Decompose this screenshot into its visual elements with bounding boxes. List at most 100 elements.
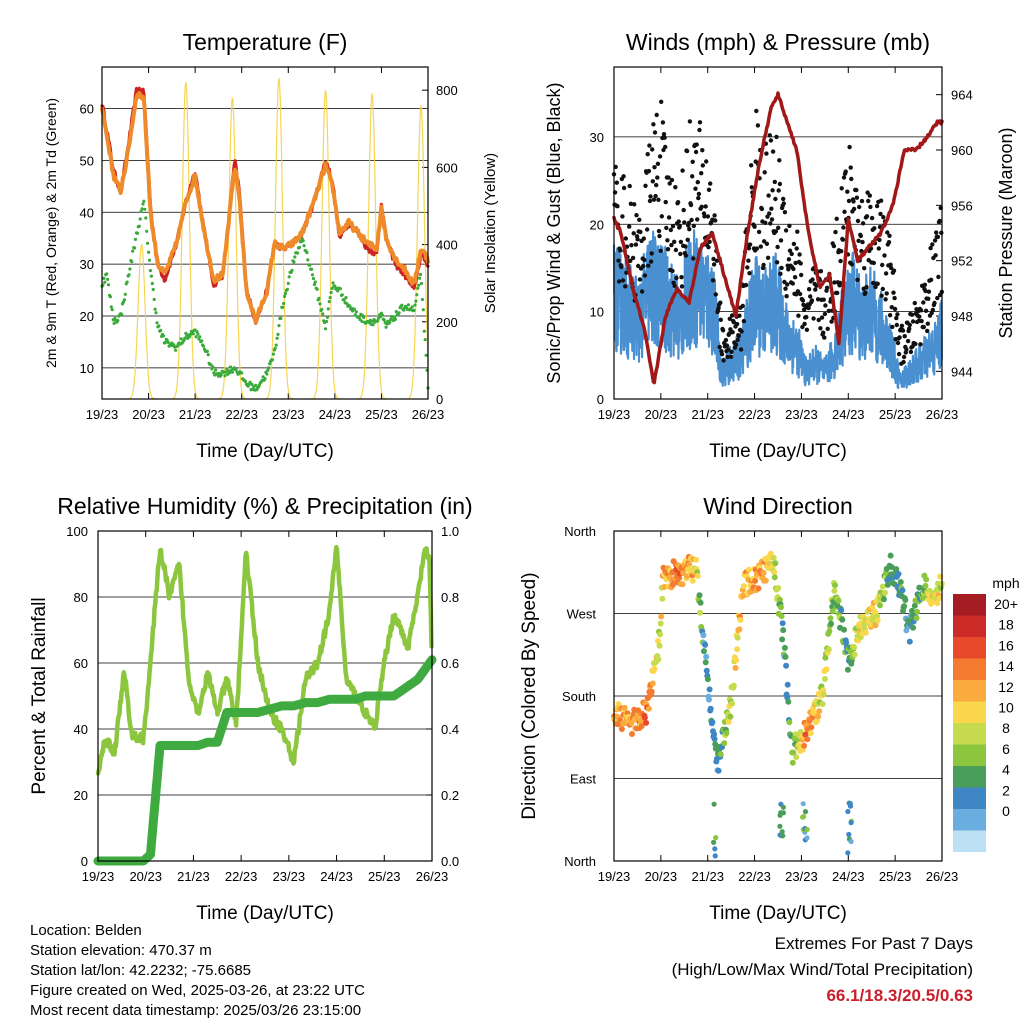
gust-point xyxy=(694,142,699,147)
dewpoint-point xyxy=(147,250,151,254)
gust-point xyxy=(839,186,844,191)
dewpoint-point xyxy=(312,282,316,287)
gust-point xyxy=(855,277,860,282)
legend-label: 8 xyxy=(1002,720,1010,736)
direction-point xyxy=(780,810,787,816)
gust-point xyxy=(891,290,896,295)
dewpoint-point xyxy=(154,311,158,315)
dewpoint-point xyxy=(423,338,427,342)
direction-point xyxy=(862,629,869,636)
gust-point xyxy=(822,311,828,317)
gust-point xyxy=(655,161,661,166)
gust-point xyxy=(727,316,732,321)
gust-point xyxy=(729,349,734,354)
dewpoint-point xyxy=(413,303,417,307)
direction-point xyxy=(701,648,707,655)
direction-point xyxy=(736,626,743,633)
dewpoint-point xyxy=(152,297,156,302)
gust-point xyxy=(883,271,889,276)
gust-point xyxy=(849,176,854,182)
dewpoint-point xyxy=(273,346,277,350)
gust-point xyxy=(918,342,923,347)
direction-point xyxy=(703,653,710,660)
direction-point xyxy=(851,651,858,658)
dewpoint-point xyxy=(321,312,325,316)
direction-point xyxy=(781,644,788,651)
gust-point xyxy=(688,202,694,208)
gust-point xyxy=(767,133,772,138)
dewpoint-point xyxy=(287,275,291,279)
gust-point xyxy=(936,274,941,280)
y-tick-label: 30 xyxy=(590,130,604,145)
gust-point xyxy=(697,127,702,133)
gust-point xyxy=(824,285,830,290)
dewpoint-point xyxy=(331,281,335,285)
gust-point xyxy=(881,215,886,220)
direction-point xyxy=(745,566,752,573)
gust-point xyxy=(693,186,698,191)
dewpoint-point xyxy=(108,295,112,299)
gust-point xyxy=(939,230,944,235)
dewpoint-point xyxy=(243,379,247,383)
gust-point xyxy=(678,239,684,245)
dewpoint-point xyxy=(310,267,314,271)
direction-point xyxy=(779,829,785,835)
gust-point xyxy=(818,326,823,331)
gust-point xyxy=(928,245,933,251)
gust-point xyxy=(773,229,779,234)
dewpoint-point xyxy=(354,310,358,314)
gust-point xyxy=(657,233,662,239)
gust-point xyxy=(779,265,784,271)
direction-point xyxy=(880,596,887,603)
direction-point xyxy=(793,754,800,761)
gust-point xyxy=(704,159,709,164)
gust-point xyxy=(652,165,657,170)
direction-point xyxy=(839,616,846,623)
direction-point xyxy=(649,680,656,687)
direction-point xyxy=(801,742,808,749)
dewpoint-point xyxy=(283,294,287,298)
x-tick-label: 26/23 xyxy=(412,407,445,422)
dewpoint-point xyxy=(140,207,144,211)
gust-point xyxy=(804,314,809,320)
direction-point xyxy=(697,609,703,616)
precipitation-line xyxy=(93,655,437,866)
dewpoint-point xyxy=(228,365,233,369)
gust-point xyxy=(747,271,752,276)
gust-point xyxy=(791,241,797,247)
dewpoint-point xyxy=(424,353,428,357)
gust-point xyxy=(695,180,700,185)
y-right-tick-label: 400 xyxy=(436,238,458,253)
gust-point xyxy=(855,218,861,224)
gust-point xyxy=(642,273,648,278)
gust-point xyxy=(691,256,696,261)
gust-point xyxy=(921,300,926,305)
dewpoint-point xyxy=(228,371,232,375)
gust-point xyxy=(809,298,815,303)
legend-label: 16 xyxy=(998,637,1014,653)
gust-point xyxy=(745,265,750,270)
gust-point xyxy=(731,320,736,325)
y-tick-label: North xyxy=(564,854,596,869)
gust-point xyxy=(679,284,685,289)
legend-label: 10 xyxy=(998,700,1014,716)
direction-point xyxy=(922,582,929,589)
direction-point xyxy=(901,603,908,610)
y-right-tick-label: 0.2 xyxy=(441,788,459,803)
gust-point xyxy=(672,239,677,244)
y-tick-label: 100 xyxy=(66,524,88,539)
station-latlon: Station lat/lon: 42.2232; -75.6685 xyxy=(30,962,252,979)
y-tick-label: 0 xyxy=(597,392,604,407)
y-axis-label: 2m & 9m T (Red, Orange) & 2m Td (Green) xyxy=(43,98,59,368)
gust-point xyxy=(668,227,673,233)
direction-point xyxy=(733,657,739,664)
direction-point xyxy=(755,585,762,592)
gust-point xyxy=(858,233,863,239)
gust-point xyxy=(804,327,810,332)
y-tick-label: 40 xyxy=(80,205,94,220)
gust-point xyxy=(621,185,627,191)
gust-point xyxy=(743,282,749,288)
gust-point xyxy=(654,112,659,118)
dewpoint-point xyxy=(323,327,328,331)
dewpoint-point xyxy=(219,373,223,377)
